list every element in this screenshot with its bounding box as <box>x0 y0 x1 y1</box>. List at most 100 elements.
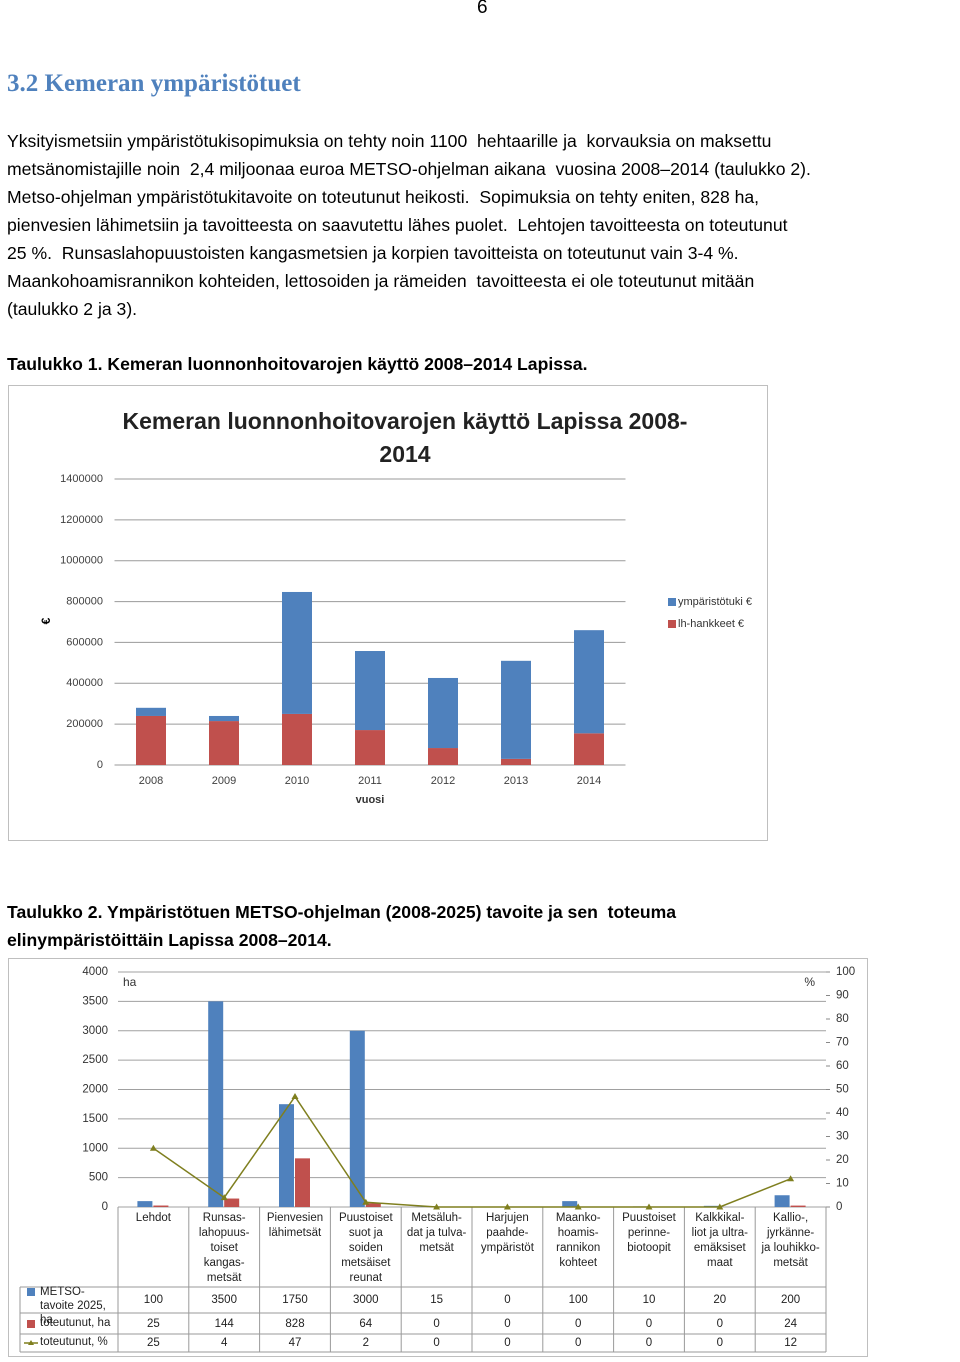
y2-tick-label: 60 <box>836 1060 849 1072</box>
x-tick-label: 2010 <box>285 775 309 787</box>
table-row-header: toteutunut, ha <box>40 1317 111 1329</box>
bar-segment <box>501 758 531 765</box>
table-cell: 200 <box>781 1294 800 1306</box>
line-marker <box>362 1198 370 1205</box>
page-number: 6 <box>477 0 488 18</box>
bar-segment <box>209 715 239 722</box>
y-tick-label: 1000000 <box>60 555 103 567</box>
table-cell: 2 <box>363 1337 369 1349</box>
category-label: Puustoiset suot ja soiden metsäiset reun… <box>338 1212 393 1284</box>
line-marker <box>787 1175 795 1182</box>
y-tick-label: 2500 <box>82 1054 108 1066</box>
y2-tick-label: 10 <box>836 1178 849 1190</box>
bar-segment <box>136 715 166 765</box>
table-cell: 12 <box>784 1337 797 1349</box>
table-cell: 3000 <box>353 1294 379 1306</box>
y-tick-label: 3500 <box>82 995 108 1007</box>
body-text-line: (taulukko 2 ja 3). <box>7 299 138 319</box>
bar <box>279 1104 294 1207</box>
y-tick-label: 0 <box>102 1201 108 1213</box>
x-tick-label: 2011 <box>358 775 382 787</box>
table-cell: 100 <box>144 1294 163 1306</box>
table-cell: 25 <box>147 1337 160 1349</box>
table-cell: 100 <box>569 1294 588 1306</box>
table-cell: 144 <box>215 1318 235 1330</box>
line-marker <box>716 1203 724 1210</box>
y2-tick-label: 80 <box>836 1013 849 1025</box>
bar-segment <box>355 651 385 731</box>
category-label: Kallio-, jyrkänne- ja louhikko- metsät <box>761 1212 820 1269</box>
body-text-line: Yksityismetsiin ympäristötukisopimuksia … <box>7 131 772 151</box>
table-cell: 0 <box>646 1337 652 1349</box>
bar <box>365 1203 381 1207</box>
y-tick-label: 4000 <box>82 966 108 978</box>
bar-segment <box>136 707 166 716</box>
y-tick-label: 1200000 <box>60 514 103 526</box>
line-marker <box>291 1093 299 1100</box>
x-tick-label: 2009 <box>212 775 236 787</box>
bar <box>153 1205 169 1207</box>
table-cell: 0 <box>575 1337 581 1349</box>
bar-segment <box>574 630 604 734</box>
chart-title: Kemeran luonnonhoitovarojen käyttö Lapis… <box>122 408 688 467</box>
bar-segment <box>282 713 312 765</box>
line-marker <box>433 1203 441 1210</box>
bar <box>774 1195 790 1207</box>
line-marker <box>503 1203 511 1210</box>
table-cell: 25 <box>147 1318 160 1330</box>
bar-segment <box>209 721 239 765</box>
table-cell: 0 <box>717 1318 723 1330</box>
x-tick-label: 2012 <box>431 775 455 787</box>
table-cell: 10 <box>643 1294 656 1306</box>
table-cell: 0 <box>717 1337 723 1349</box>
legend-key <box>28 1340 34 1345</box>
line-series <box>152 1095 791 1208</box>
bar <box>224 1198 240 1207</box>
line-marker <box>574 1203 582 1210</box>
bar-segment <box>501 660 531 759</box>
table-cell: 64 <box>359 1318 372 1330</box>
y-axis-label: € <box>39 617 53 624</box>
y2-tick-label: 0 <box>836 1201 842 1213</box>
body-text-line: Metso-ohjelman ympäristötukitavoite on t… <box>7 187 760 207</box>
bar-segment <box>282 591 312 714</box>
table-cell: 0 <box>433 1337 439 1349</box>
table-cell: 0 <box>504 1337 510 1349</box>
line-marker <box>645 1203 653 1210</box>
y-tick-label: 2000 <box>82 1084 108 1096</box>
category-label: Pienvesien lähimetsät <box>266 1212 324 1239</box>
bar-segment <box>355 730 385 765</box>
x-tick-label: 2014 <box>577 775 601 787</box>
body-text-line: Maankohoamisrannikon kohteiden, lettosoi… <box>7 271 755 291</box>
table-cell: 0 <box>433 1318 439 1330</box>
y-tick-label: 0 <box>97 759 103 771</box>
y2-tick-label: 20 <box>836 1154 849 1166</box>
bar <box>208 1001 224 1207</box>
y2-tick-label: 30 <box>836 1131 849 1143</box>
legend-label: lh-hankkeet € <box>678 618 744 630</box>
x-axis-label: vuosi <box>356 794 385 806</box>
table-caption: Taulukko 1. Kemeran luonnonhoitovarojen … <box>7 354 588 374</box>
table-cell: 47 <box>289 1337 302 1349</box>
y2-tick-label: 90 <box>836 990 849 1002</box>
y-tick-label: 800000 <box>66 595 103 607</box>
category-label: Metsäluh- dat ja tulva- metsät <box>406 1212 467 1254</box>
y-tick-label: 1400000 <box>60 473 103 485</box>
table-row-header: toteutunut, % <box>40 1336 108 1348</box>
table-cell: 1750 <box>282 1294 308 1306</box>
section-heading: 3.2 Kemeran ympäristötuet <box>7 70 301 97</box>
y2-tick-label: 40 <box>836 1107 849 1119</box>
category-label: Kalkkikal- liot ja ultra- emäksiset maat <box>691 1212 748 1269</box>
table-cell: 20 <box>713 1294 726 1306</box>
table-cell: 0 <box>504 1294 510 1306</box>
category-label: Runsas- lahopuus- toiset kangas- metsät <box>198 1212 250 1284</box>
legend-key <box>668 598 676 606</box>
y-tick-label: 500 <box>89 1172 108 1184</box>
table-caption: Taulukko 2. Ympäristötuen METSO-ohjelman… <box>7 902 677 922</box>
y-tick-label: 3000 <box>82 1025 108 1037</box>
bar-segment <box>428 677 458 749</box>
bar <box>562 1201 578 1207</box>
y2-unit-label: % <box>804 975 815 989</box>
